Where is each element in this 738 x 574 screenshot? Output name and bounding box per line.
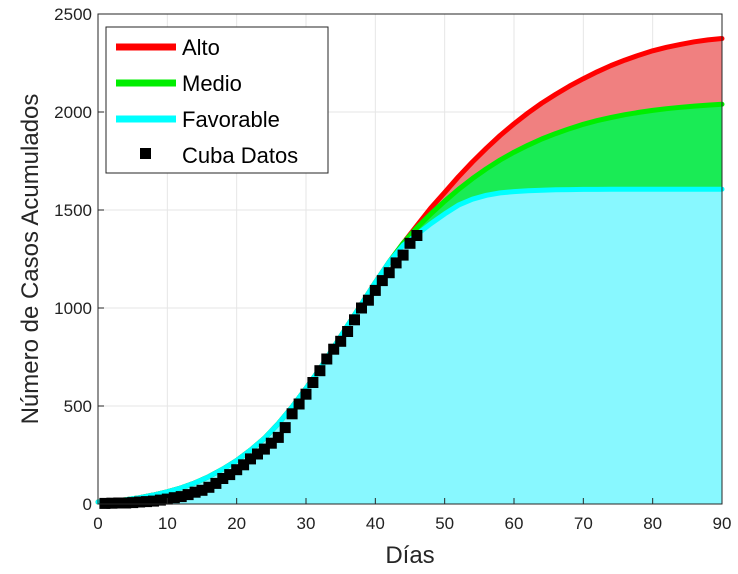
x-axis-ticks: 0 10 20 30 40 50 60 70 80 90 [93,498,731,533]
data-point [224,469,236,481]
data-point [252,448,263,460]
data-point [245,453,256,465]
x-tick-label: 10 [158,514,177,533]
legend-label-alto: Alto [182,35,220,60]
data-point [134,496,146,508]
data-point [390,257,402,269]
y-axis-ticks: 0 500 1000 1500 2000 2500 [54,5,104,514]
data-point [99,497,111,509]
data-point [141,496,152,508]
x-tick-label: 90 [713,514,732,533]
x-tick-label: 50 [435,514,454,533]
data-point [120,497,132,509]
data-point [335,335,347,347]
data-point [356,302,367,314]
data-point [217,473,229,484]
data-point [265,437,277,449]
x-tick-label: 80 [643,514,662,533]
legend-label-cuba-datos: Cuba Datos [182,143,298,168]
plot-frame [97,13,723,505]
data-point [321,353,333,365]
legend-marker-cuba-datos [140,148,151,159]
y-axis-label: Número de Casos Acumulados [17,94,44,425]
data-point [362,294,374,306]
data-point [203,481,215,493]
y-tick-label: 500 [64,397,92,416]
legend-label-medio: Medio [182,71,242,96]
data-point [154,494,166,506]
data-point [175,491,187,503]
x-tick-label: 20 [227,514,246,533]
data-point [231,464,243,476]
data-point [397,249,409,261]
y-tick-label: 2500 [54,5,92,24]
data-point [127,497,139,509]
data-point [314,365,326,377]
y-tick-label: 1500 [54,201,92,220]
data-point [272,431,284,443]
x-axis-label: Días [385,542,434,569]
cuba-data-points [99,230,423,509]
data-point [196,484,208,496]
data-point [279,422,291,434]
data-point [258,443,270,455]
x-tick-label: 60 [505,514,524,533]
data-point [210,477,222,489]
y-tick-label: 1000 [54,299,92,318]
data-point [369,284,381,296]
area-favorable [98,189,722,504]
x-tick-label: 70 [574,514,593,533]
data-point [383,267,395,279]
x-tick-label: 30 [297,514,316,533]
x-tick-label: 0 [93,514,102,533]
data-point [404,237,416,249]
y-tick-label: 0 [83,495,92,514]
data-point [328,343,340,355]
data-point [286,408,298,420]
data-point [113,497,125,509]
data-point [411,230,423,241]
data-point [148,495,159,507]
legend-label-favorable: Favorable [182,107,280,132]
data-point [307,377,319,388]
data-point [300,388,312,400]
data-point [293,398,305,410]
data-point [168,492,180,504]
data-point [182,489,194,501]
data-point [106,497,118,509]
data-point [342,326,354,337]
data-point [189,486,201,498]
series-areas [98,38,722,504]
data-point [349,314,360,326]
y-tick-label: 2000 [54,103,92,122]
x-tick-label: 40 [366,514,385,533]
data-point [238,459,250,471]
data-point [376,275,388,287]
legend: Alto Medio Favorable Cuba Datos [105,26,329,174]
